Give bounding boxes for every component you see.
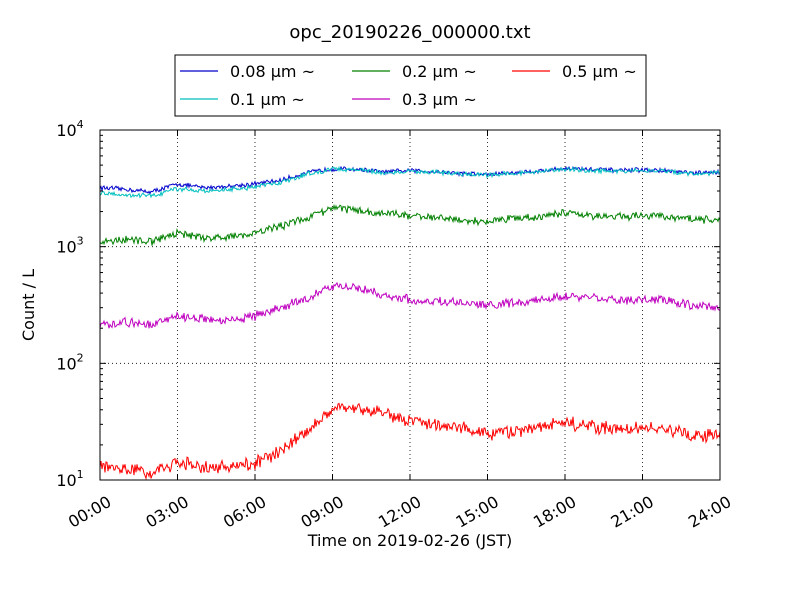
- x-axis-title: Time on 2019-02-26 (JST): [307, 531, 512, 550]
- chart-title: opc_20190226_000000.txt: [289, 22, 530, 43]
- y-tick-base: 10: [56, 121, 76, 140]
- x-tick-label: 03:00: [142, 492, 191, 532]
- series-line-5: [99, 402, 721, 481]
- legend-item: 0.2 μm ~: [352, 62, 477, 81]
- x-tick-label: 06:00: [220, 492, 269, 532]
- x-tick-label: 18:00: [530, 492, 579, 532]
- legend-label: 0.3 μm ~: [402, 90, 477, 109]
- plot-area: [99, 129, 721, 481]
- legend-item: 0.08 μm ~: [180, 62, 315, 81]
- y-tick-exponent: 1: [77, 468, 84, 481]
- y-tick-base: 10: [56, 471, 76, 490]
- x-tick-labels: 00:00 03:00 06:00 09:00 12:00 15:00 18:00 21:00…: [65, 492, 734, 532]
- series-lines: [99, 165, 721, 481]
- legend-label: 0.1 μm ~: [230, 90, 305, 109]
- x-tick-label: 09:00: [297, 492, 346, 532]
- x-tick-label: 00:00: [65, 492, 114, 532]
- legend-item: 0.3 μm ~: [352, 90, 477, 109]
- y-axis-title: Count / L: [19, 269, 38, 341]
- y-tick-label: 104: [56, 118, 83, 140]
- x-tick-label: 15:00: [452, 492, 501, 532]
- x-tick-label: 24:00: [685, 492, 734, 532]
- x-tick-label: 21:00: [607, 492, 656, 532]
- legend-label: 0.2 μm ~: [402, 62, 477, 81]
- legend-item: 0.1 μm ~: [180, 90, 305, 109]
- legend-frame: [174, 54, 647, 117]
- y-tick-label: 102: [56, 351, 83, 373]
- series-line-4: [99, 281, 721, 329]
- plot-frame: [99, 129, 721, 481]
- x-tick-label: 12:00: [375, 492, 424, 532]
- y-tick-exponent: 3: [77, 235, 84, 248]
- y-tick-label: 103: [56, 235, 83, 257]
- legend: 0.08 μm ~ 0.1 μm ~ 0.2 μm ~ 0.3 μm ~ 0.5 μm …: [174, 54, 647, 117]
- y-tick-exponent: 4: [77, 118, 84, 131]
- y-tick-base: 10: [56, 354, 76, 373]
- grid: [100, 130, 720, 480]
- y-tick-label: 101: [56, 468, 83, 490]
- series-line-2: [99, 165, 721, 199]
- legend-item: 0.5 μm ~: [512, 62, 637, 81]
- legend-label: 0.5 μm ~: [562, 62, 637, 81]
- plot-background: [100, 130, 720, 480]
- legend-label: 0.08 μm ~: [230, 62, 315, 81]
- y-tick-exponent: 2: [77, 351, 84, 364]
- y-tick-base: 10: [56, 238, 76, 257]
- series-line-3: [99, 203, 721, 246]
